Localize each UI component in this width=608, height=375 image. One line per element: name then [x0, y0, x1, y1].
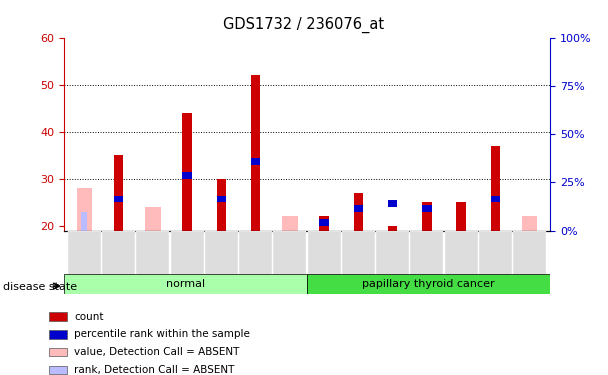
Text: disease state: disease state — [3, 282, 77, 291]
Bar — [479, 231, 512, 276]
Bar — [376, 231, 409, 276]
Bar — [114, 155, 123, 231]
Bar — [182, 113, 192, 231]
Bar — [319, 216, 329, 231]
Text: value, Detection Call = ABSENT: value, Detection Call = ABSENT — [74, 347, 240, 357]
Bar — [457, 202, 466, 231]
Text: count: count — [74, 312, 104, 322]
Bar — [388, 226, 398, 231]
Bar — [513, 231, 546, 276]
Bar — [308, 231, 340, 276]
Bar — [81, 212, 88, 231]
Bar — [171, 231, 204, 276]
Text: normal: normal — [166, 279, 205, 289]
Bar — [491, 196, 500, 202]
Bar — [444, 231, 478, 276]
Bar — [49, 330, 67, 339]
Text: papillary thyroid cancer: papillary thyroid cancer — [362, 279, 495, 289]
Bar — [114, 196, 123, 202]
Bar — [49, 348, 67, 357]
Bar — [388, 201, 398, 207]
Text: percentile rank within the sample: percentile rank within the sample — [74, 329, 250, 339]
Bar — [68, 231, 101, 276]
Bar — [102, 231, 135, 276]
Bar — [354, 205, 363, 212]
Bar — [307, 274, 550, 294]
Bar — [342, 231, 375, 276]
Bar — [251, 75, 260, 231]
Bar — [282, 216, 298, 231]
Text: GDS1732 / 236076_at: GDS1732 / 236076_at — [223, 17, 385, 33]
Bar — [354, 193, 363, 231]
Bar — [77, 188, 92, 231]
Bar — [422, 202, 432, 231]
Bar — [522, 216, 537, 231]
Bar — [216, 196, 226, 202]
Bar — [216, 179, 226, 231]
Bar — [274, 231, 306, 276]
Text: rank, Detection Call = ABSENT: rank, Detection Call = ABSENT — [74, 365, 235, 375]
Bar — [491, 146, 500, 231]
Bar — [136, 231, 170, 276]
Bar — [64, 274, 307, 294]
Bar — [251, 158, 260, 165]
Bar — [49, 366, 67, 374]
Bar — [410, 231, 443, 276]
Bar — [319, 219, 329, 226]
Bar — [182, 172, 192, 179]
Bar — [205, 231, 238, 276]
Bar — [145, 207, 161, 231]
Bar — [49, 312, 67, 321]
Bar — [239, 231, 272, 276]
Bar — [422, 205, 432, 212]
